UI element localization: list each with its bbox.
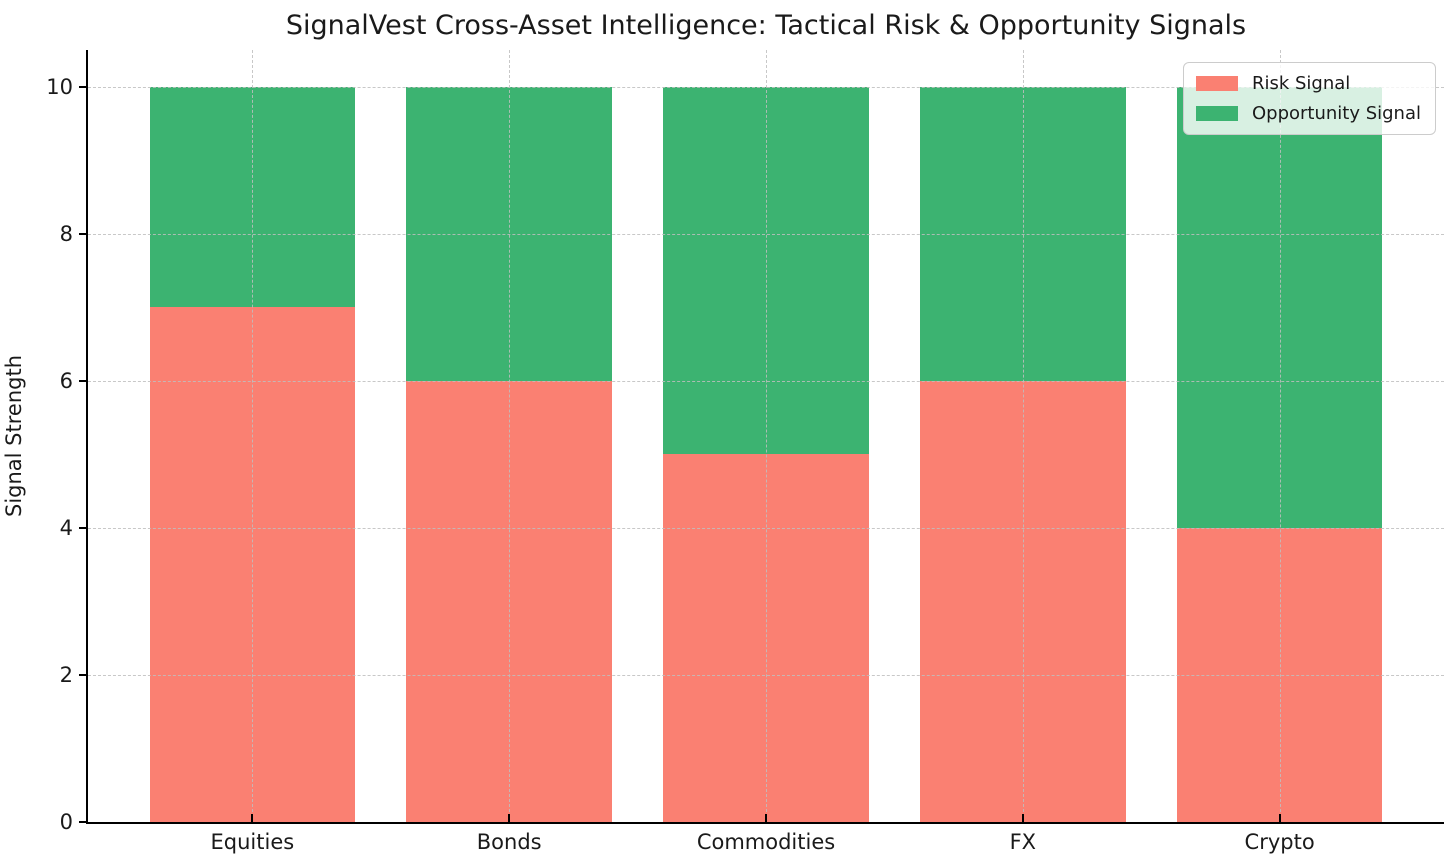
bar-segment-equities-risk-signal xyxy=(149,307,356,822)
y-axis-spine xyxy=(86,50,88,824)
legend-label: Opportunity Signal xyxy=(1251,103,1421,124)
x-tick-label-commodities: Commodities xyxy=(696,830,836,854)
y-tick-label: 8 xyxy=(59,221,73,246)
y-tick-6 xyxy=(79,379,86,382)
y-tick-4 xyxy=(79,526,86,529)
legend-item-opportunity-signal: Opportunity Signal xyxy=(1195,103,1421,124)
y-tick-8 xyxy=(79,232,86,235)
legend-item-risk-signal: Risk Signal xyxy=(1195,73,1421,94)
y-tick-label: 10 xyxy=(46,74,73,99)
y-tick-label: 2 xyxy=(59,662,73,687)
plot-area xyxy=(88,50,1444,822)
risk-signal-swatch-icon xyxy=(1195,76,1238,91)
v-gridline-fx xyxy=(1022,50,1024,822)
bar-segment-commodities-risk-signal xyxy=(663,454,869,822)
y-tick-label: 0 xyxy=(59,810,73,834)
y-tick-10 xyxy=(79,85,86,88)
bar-segment-equities-opportunity-signal xyxy=(149,86,356,308)
y-tick-label: 6 xyxy=(59,368,73,393)
opportunity-signal-swatch-icon xyxy=(1195,106,1238,121)
v-gridline-bonds xyxy=(509,50,511,822)
y-tick-label: 4 xyxy=(59,515,73,540)
x-tick-label-fx: FX xyxy=(1009,830,1037,854)
x-tick-label-equities: Equities xyxy=(210,830,295,854)
x-axis-spine xyxy=(86,822,1444,824)
bar-segment-fx-risk-signal xyxy=(920,380,1126,822)
x-tick-commodities xyxy=(765,814,767,822)
legend: Risk Signal Opportunity Signal xyxy=(1182,62,1436,135)
x-tick-label-bonds: Bonds xyxy=(476,830,542,854)
x-tick-label-crypto: Crypto xyxy=(1244,830,1315,854)
y-tick-2 xyxy=(79,673,86,676)
v-gridline-crypto xyxy=(1279,50,1281,822)
x-tick-equities xyxy=(251,814,254,822)
v-gridline-commodities xyxy=(766,50,767,822)
v-gridline-equities xyxy=(252,50,254,822)
bar-segment-commodities-opportunity-signal xyxy=(663,86,869,455)
chart-title: SignalVest Cross-Asset Intelligence: Tac… xyxy=(285,10,1247,41)
x-tick-bonds xyxy=(508,814,511,822)
x-tick-crypto xyxy=(1278,814,1281,822)
y-tick-0 xyxy=(79,821,86,823)
x-tick-fx xyxy=(1021,814,1024,822)
legend-label: Risk Signal xyxy=(1251,73,1351,94)
